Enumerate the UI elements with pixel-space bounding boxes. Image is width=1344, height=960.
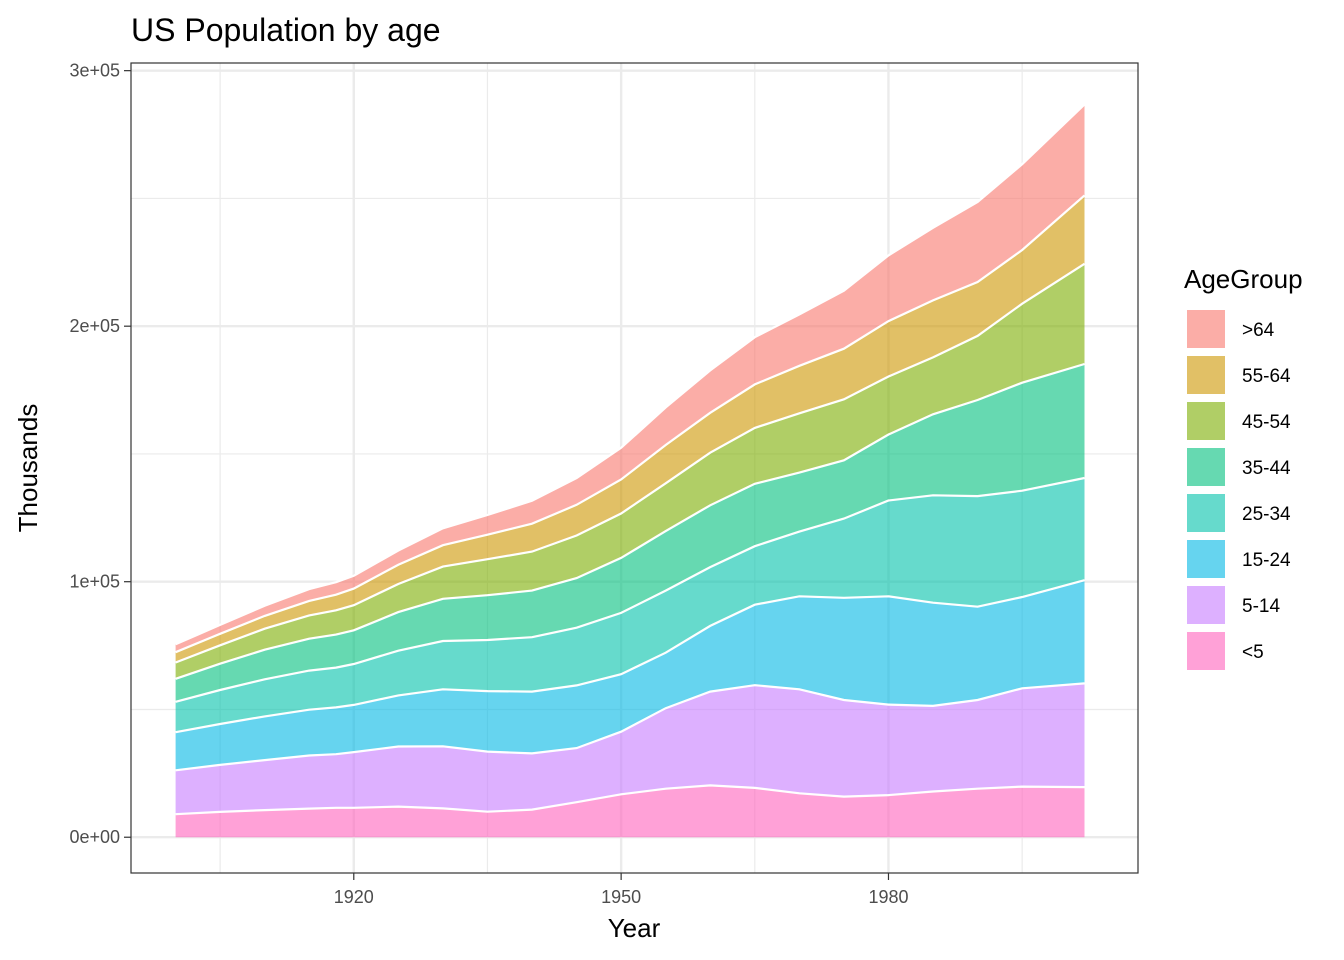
chart-title: US Population by age [131, 12, 441, 48]
legend-label: 35-44 [1242, 458, 1291, 479]
plot-border [130, 62, 1139, 874]
series-boundary-line [175, 262, 1086, 664]
legend-swatch [1187, 494, 1225, 532]
area-1524-2 [175, 580, 1085, 771]
legend-label: 25-34 [1242, 504, 1291, 525]
x-tick-label: 1980 [868, 887, 908, 907]
y-tick-label: 3e+05 [69, 61, 120, 81]
legend-item: 25-34 [1186, 493, 1291, 533]
axis-ticks: 0e+00 1e+05 2e+05 3e+05 1920 1950 1980 [69, 61, 908, 907]
legend-title: AgeGroup [1184, 264, 1303, 294]
legend-swatch [1187, 586, 1225, 624]
legend-swatch [1187, 540, 1225, 578]
series-boundary-line [175, 579, 1085, 734]
legend-label: <5 [1242, 642, 1264, 663]
legend-item: 15-24 [1186, 539, 1291, 579]
legend-label: 5-14 [1242, 596, 1280, 617]
legend-label: >64 [1242, 320, 1275, 341]
area-series [175, 103, 1086, 838]
legend: AgeGroup >64 55-64 45-54 35-44 25-34 15-24 5-1… [1184, 264, 1303, 671]
area-5-0 [175, 785, 1085, 838]
area-514-1 [175, 683, 1085, 815]
area-4554-5 [175, 263, 1085, 679]
x-axis-title: Year [608, 913, 661, 943]
legend-label: 55-64 [1242, 366, 1291, 387]
legend-item: 35-44 [1186, 447, 1291, 487]
x-tick-label: 1950 [601, 887, 641, 907]
y-axis-title: Thousands [13, 404, 43, 533]
area-3544-4 [175, 364, 1085, 702]
y-tick-label: 1e+05 [69, 572, 120, 592]
legend-item: <5 [1186, 631, 1264, 671]
legend-swatch [1187, 402, 1225, 440]
series-boundary-line [175, 682, 1085, 772]
legend-swatch [1187, 632, 1225, 670]
series-boundary-line [175, 784, 1085, 816]
area-2534-3 [175, 478, 1085, 733]
legend-swatch [1187, 310, 1225, 348]
legend-item: 5-14 [1186, 585, 1280, 625]
series-boundary-line [175, 103, 1086, 646]
series-boundary-line [175, 476, 1085, 703]
legend-item: 55-64 [1186, 355, 1291, 395]
legend-swatch [1187, 448, 1225, 486]
legend-item: 45-54 [1186, 401, 1291, 441]
series-boundary-line [175, 362, 1085, 680]
series-boundary-line [175, 194, 1086, 654]
legend-label: 15-24 [1242, 550, 1291, 571]
legend-label: 45-54 [1242, 412, 1291, 433]
legend-item: >64 [1186, 309, 1275, 349]
y-tick-label: 0e+00 [69, 827, 120, 847]
y-tick-label: 2e+05 [69, 316, 120, 336]
x-tick-label: 1920 [334, 887, 374, 907]
legend-swatch [1187, 356, 1225, 394]
